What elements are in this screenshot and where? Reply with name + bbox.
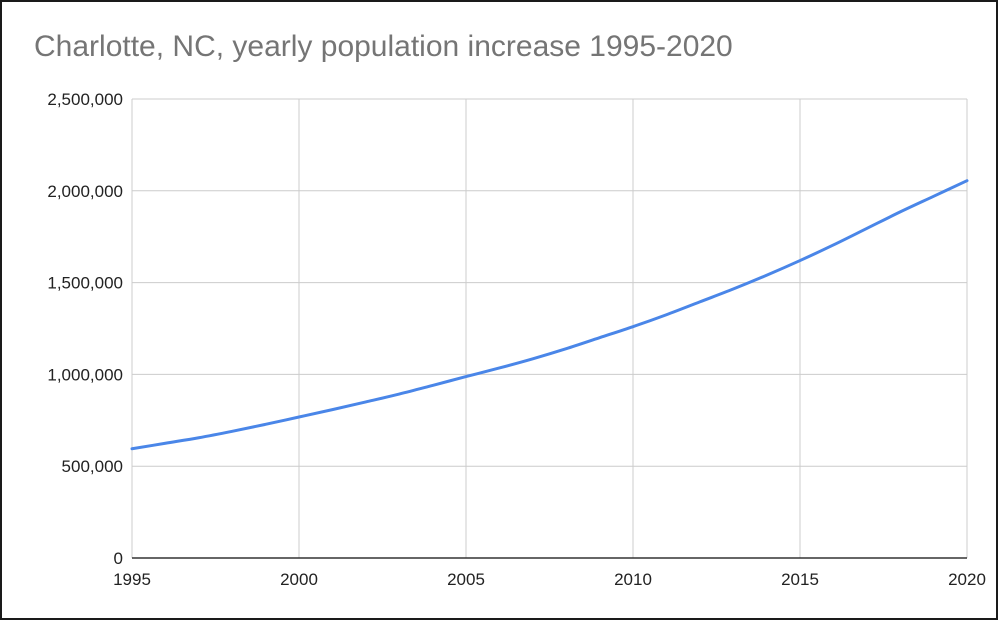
x-tick-label: 2010 [614,570,652,589]
x-tick-label: 2005 [447,570,485,589]
x-tick-label: 1995 [113,570,151,589]
chart-title: Charlotte, NC, yearly population increas… [34,30,733,63]
series-line [130,179,969,451]
x-tick-label: 2015 [781,570,819,589]
y-tick-label: 0 [114,549,123,568]
y-tick-label: 1,000,000 [47,365,123,384]
x-tick-label: 2000 [280,570,318,589]
y-tick-label: 1,500,000 [47,274,123,293]
y-tick-label: 2,000,000 [47,182,123,201]
x-tick-label: 2020 [948,570,986,589]
y-tick-label: 500,000 [62,457,123,476]
y-tick-label: 2,500,000 [47,90,123,109]
